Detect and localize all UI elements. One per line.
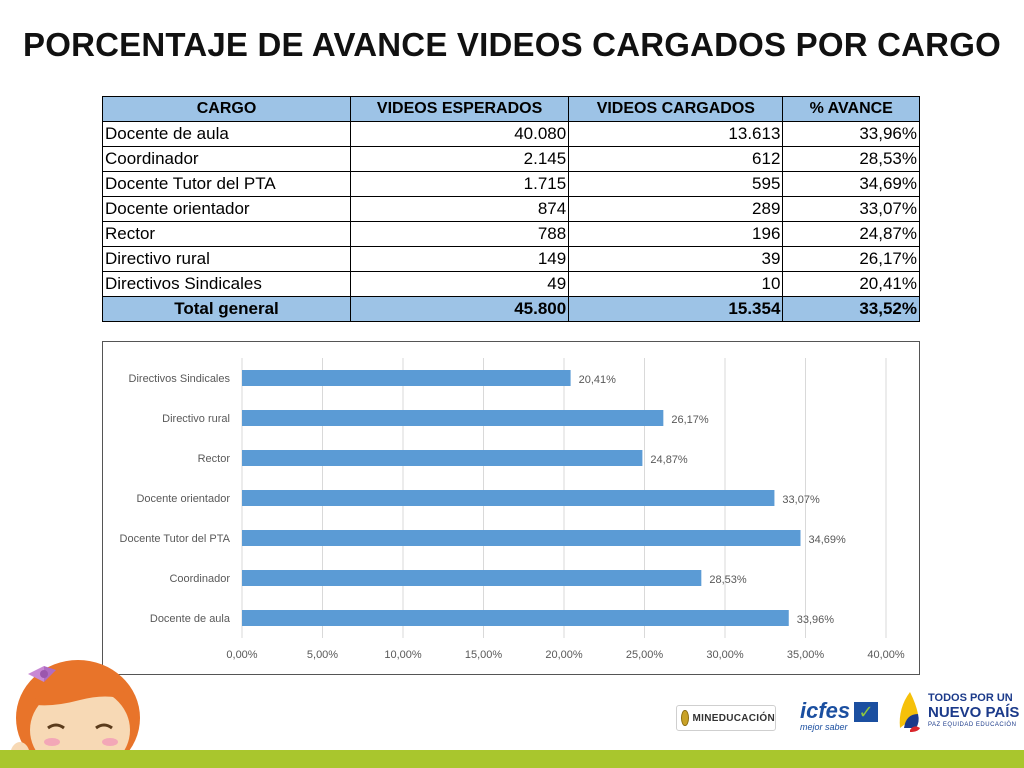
table-row: Rector 788 196 24,87% (102, 221, 920, 247)
total-esperados: 45.800 (349, 296, 570, 322)
cell-esperados: 788 (349, 221, 570, 247)
bar (242, 370, 571, 386)
x-tick-label: 20,00% (545, 649, 583, 661)
table-row: Docente de aula 40.080 13.613 33,96% (102, 121, 920, 147)
cell-esperados: 149 (349, 246, 570, 272)
nuevo-pais-line2: NUEVO PAÍS (928, 704, 1020, 721)
check-icon: ✓ (854, 702, 878, 722)
table-row: Directivo rural 149 39 26,17% (102, 246, 920, 272)
cell-cargo: Directivo rural (102, 246, 351, 272)
cell-cargados: 612 (568, 146, 784, 172)
cell-cargo: Docente de aula (102, 121, 351, 147)
bar (242, 490, 775, 506)
cell-avance: 33,07% (782, 196, 920, 222)
category-label: Docente de aula (150, 613, 231, 625)
cell-cargo: Docente Tutor del PTA (102, 171, 351, 197)
cell-cargados: 39 (568, 246, 784, 272)
cell-cargo: Docente orientador (102, 196, 351, 222)
category-label: Docente Tutor del PTA (120, 533, 231, 545)
data-label: 34,69% (809, 534, 847, 546)
cell-esperados: 49 (349, 271, 570, 297)
table-header-row: CARGO VIDEOS ESPERADOS VIDEOS CARGADOS %… (102, 96, 920, 122)
cell-esperados: 1.715 (349, 171, 570, 197)
mineducacion-label: MINEDUCACIÓN (692, 712, 775, 724)
total-avance: 33,52% (782, 296, 920, 322)
cell-avance: 33,96% (782, 121, 920, 147)
data-label: 28,53% (709, 574, 747, 586)
category-label: Directivos Sindicales (129, 373, 231, 385)
x-tick-label: 25,00% (626, 649, 664, 661)
cell-cargo: Rector (102, 221, 351, 247)
mineducacion-logo: MINEDUCACIÓN (676, 705, 776, 731)
bar (242, 570, 702, 586)
cell-cargados: 196 (568, 221, 784, 247)
category-label: Directivo rural (162, 413, 230, 425)
cell-esperados: 874 (349, 196, 570, 222)
cell-esperados: 2.145 (349, 146, 570, 172)
category-label: Coordinador (169, 573, 230, 585)
x-tick-label: 30,00% (706, 649, 744, 661)
data-label: 33,96% (797, 614, 835, 626)
cell-avance: 26,17% (782, 246, 920, 272)
icfes-logo: icfes mejor saber ✓ (800, 700, 884, 736)
icfes-tagline: mejor saber (800, 722, 848, 732)
total-cargados: 15.354 (568, 296, 784, 322)
data-label: 33,07% (782, 494, 820, 506)
data-label: 26,17% (671, 414, 709, 426)
cell-avance: 24,87% (782, 221, 920, 247)
data-label: 24,87% (650, 454, 688, 466)
table-row: Coordinador 2.145 612 28,53% (102, 146, 920, 172)
cell-cargo: Coordinador (102, 146, 351, 172)
slide-title: PORCENTAJE DE AVANCE VIDEOS CARGADOS POR… (23, 26, 1001, 63)
header-videos-esperados: VIDEOS ESPERADOS (349, 96, 570, 122)
colombia-seal-icon (681, 710, 689, 726)
bar (242, 610, 789, 626)
nuevo-pais-logo: TODOS POR UN NUEVO PAÍS PAZ EQUIDAD EDUC… (896, 686, 1024, 736)
x-tick-label: 0,00% (226, 649, 257, 661)
category-label: Docente orientador (136, 493, 230, 505)
data-label: 20,41% (579, 374, 617, 386)
nuevo-pais-line1: TODOS POR UN (928, 692, 1013, 704)
footer-bar (0, 750, 1024, 768)
cell-cargados: 595 (568, 171, 784, 197)
table-row: Docente orientador 874 289 33,07% (102, 196, 920, 222)
header-cargo: CARGO (102, 96, 351, 122)
cell-cargados: 10 (568, 271, 784, 297)
cell-avance: 28,53% (782, 146, 920, 172)
x-tick-label: 40,00% (867, 649, 905, 661)
icfes-wordmark: icfes (800, 698, 851, 723)
bar-chart-frame: 0,00% 5,00% 10,00% 15,00% 20,00% 25,00% 30,00%… (102, 341, 920, 675)
cell-cargo: Directivos Sindicales (102, 271, 351, 297)
cell-cargados: 289 (568, 196, 784, 222)
header-videos-cargados: VIDEOS CARGADOS (568, 96, 784, 122)
bar (242, 450, 643, 466)
progress-table: CARGO VIDEOS ESPERADOS VIDEOS CARGADOS %… (102, 96, 920, 322)
header-avance: % AVANCE (782, 96, 920, 122)
nuevo-pais-line3: PAZ EQUIDAD EDUCACIÓN (928, 722, 1017, 728)
cell-esperados: 40.080 (349, 121, 570, 147)
x-tick-label: 10,00% (384, 649, 422, 661)
category-label: Rector (198, 453, 231, 465)
x-tick-label: 5,00% (307, 649, 338, 661)
bar (242, 410, 664, 426)
cell-avance: 20,41% (782, 271, 920, 297)
cell-cargados: 13.613 (568, 121, 784, 147)
x-tick-label: 35,00% (787, 649, 825, 661)
x-tick-label: 15,00% (465, 649, 503, 661)
table-row: Directivos Sindicales 49 10 20,41% (102, 271, 920, 297)
bar-chart: 0,00% 5,00% 10,00% 15,00% 20,00% 25,00% 30,00%… (120, 358, 905, 661)
cell-avance: 34,69% (782, 171, 920, 197)
bar (242, 530, 801, 546)
colombia-flag-icon (899, 692, 920, 732)
table-row: Docente Tutor del PTA 1.715 595 34,69% (102, 171, 920, 197)
total-label: Total general (102, 296, 351, 322)
table-total-row: Total general 45.800 15.354 33,52% (102, 296, 920, 322)
